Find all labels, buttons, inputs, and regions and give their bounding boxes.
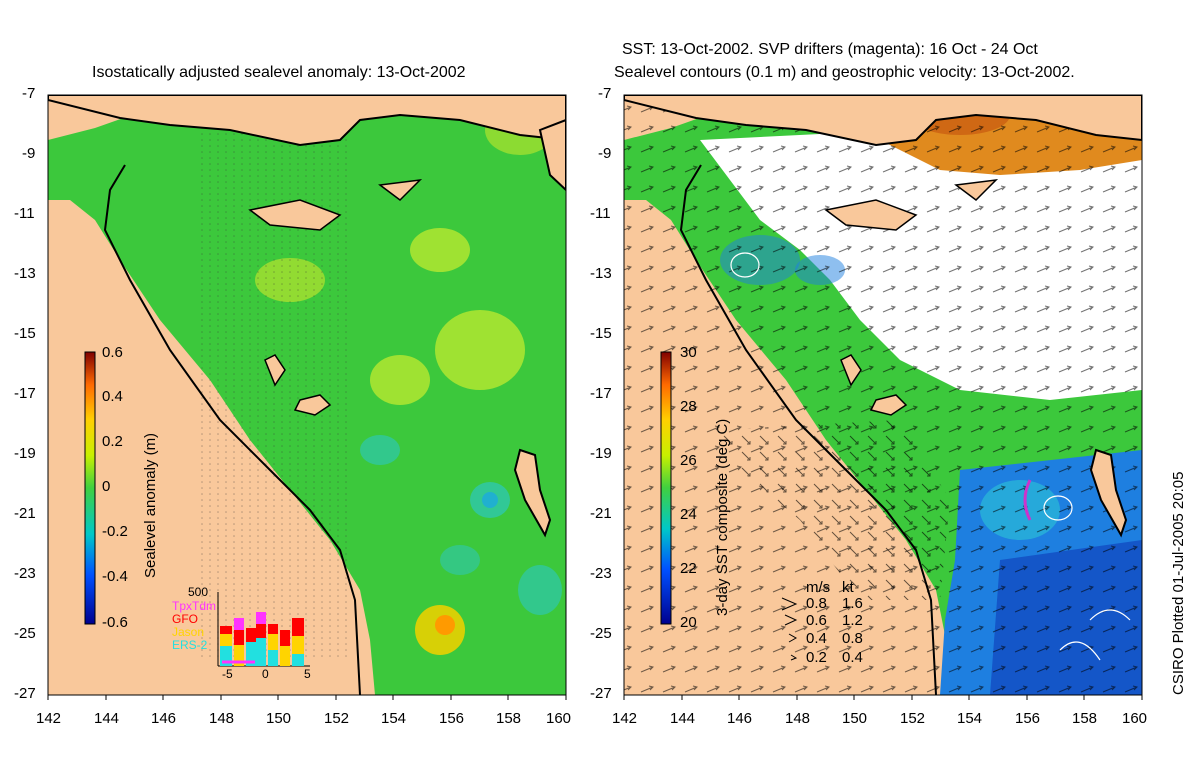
sla-colorbar-label: Sealevel anomaly (m) bbox=[142, 432, 159, 578]
x-tick: 158 bbox=[1072, 710, 1098, 727]
speed-legend-header-kt: kt bbox=[842, 579, 854, 596]
colorbar-tick: 28 bbox=[680, 398, 697, 415]
inset-legend-ers2: ERS-2 bbox=[172, 638, 208, 652]
colorbar-tick: 22 bbox=[680, 560, 697, 577]
right-map-title-line1: SST: 13-Oct-2002. SVP drifters (magenta)… bbox=[622, 41, 1038, 58]
x-tick: 150 bbox=[842, 710, 868, 727]
y-tick: -11 bbox=[590, 205, 611, 222]
y-tick: -17 bbox=[14, 385, 36, 402]
speed-legend-ms: 0.4 bbox=[806, 630, 827, 647]
left-map bbox=[48, 95, 566, 695]
right-map bbox=[624, 95, 1142, 695]
speed-legend-arrows bbox=[781, 597, 798, 661]
x-tick: 146 bbox=[727, 710, 753, 727]
x-tick: 160 bbox=[1122, 710, 1148, 727]
x-tick: 150 bbox=[266, 710, 292, 727]
plot-credit: CSIRO Plotted 01-Jul-2005 20:05 bbox=[1170, 471, 1187, 695]
x-tick: 154 bbox=[957, 710, 983, 727]
x-tick: 148 bbox=[785, 710, 811, 727]
y-tick: -7 bbox=[598, 85, 612, 102]
speed-legend-ms: 0.2 bbox=[806, 649, 827, 666]
y-tick: -23 bbox=[590, 565, 612, 582]
speed-legend-kt: 0.4 bbox=[842, 649, 863, 666]
y-tick: -13 bbox=[14, 265, 36, 282]
x-tick: 146 bbox=[151, 710, 177, 727]
right-map-title-line2: Sealevel contours (0.1 m) and geostrophi… bbox=[614, 64, 1075, 81]
inset-legend-tpxtdm: TpxTdm bbox=[172, 599, 217, 613]
x-tick: 152 bbox=[900, 710, 926, 727]
x-tick: 158 bbox=[496, 710, 522, 727]
axis-tick-marks bbox=[47, 695, 1143, 700]
x-tick: 144 bbox=[670, 710, 696, 727]
y-tick: -7 bbox=[22, 85, 36, 102]
y-tick: -11 bbox=[14, 205, 35, 222]
y-tick: -25 bbox=[590, 625, 612, 642]
y-tick: -21 bbox=[590, 505, 612, 522]
x-tick: 142 bbox=[612, 710, 638, 727]
colorbar-tick: 24 bbox=[680, 506, 697, 523]
y-tick: -27 bbox=[14, 685, 36, 702]
y-tick: -13 bbox=[590, 265, 612, 282]
x-tick: 144 bbox=[94, 710, 120, 727]
inset-x-tick: -5 bbox=[222, 667, 233, 681]
x-tick: 156 bbox=[439, 710, 465, 727]
inset-ymax-label: 500 bbox=[188, 585, 209, 599]
colorbar-tick: -0.4 bbox=[102, 568, 128, 585]
colorbar-tick: 0.6 bbox=[102, 344, 123, 361]
colorbar-tick: 0 bbox=[102, 478, 111, 495]
svp-drifter-track bbox=[1023, 479, 1032, 521]
speed-legend-ms: 0.8 bbox=[806, 595, 827, 612]
sst-colorbar bbox=[660, 351, 672, 625]
y-tick: -15 bbox=[590, 325, 612, 342]
colorbar-tick: 30 bbox=[680, 344, 697, 361]
y-tick: -23 bbox=[14, 565, 36, 582]
x-tick: 154 bbox=[381, 710, 407, 727]
x-tick: 152 bbox=[324, 710, 350, 727]
speed-legend-ms: 0.6 bbox=[806, 612, 827, 629]
x-tick: 142 bbox=[36, 710, 62, 727]
y-tick: -19 bbox=[14, 445, 36, 462]
y-tick: -19 bbox=[590, 445, 612, 462]
sst-colorbar-label: 3-day SST composite (deg C) bbox=[714, 418, 731, 616]
colorbar-tick: 0.4 bbox=[102, 388, 123, 405]
x-tick: 148 bbox=[209, 710, 235, 727]
y-tick: -17 bbox=[590, 385, 612, 402]
y-tick: -9 bbox=[598, 145, 612, 162]
left-map-title: Isostatically adjusted sealevel anomaly:… bbox=[92, 64, 466, 81]
inset-legend-jason: Jason bbox=[172, 625, 205, 639]
speed-legend-kt: 1.2 bbox=[842, 612, 863, 629]
inset-x-tick: 5 bbox=[304, 667, 311, 681]
speed-legend-kt: 0.8 bbox=[842, 630, 863, 647]
colorbar-tick: 20 bbox=[680, 614, 697, 631]
y-tick: -27 bbox=[590, 685, 612, 702]
x-tick: 160 bbox=[546, 710, 572, 727]
colorbar-tick: 26 bbox=[680, 452, 697, 469]
colorbar-tick: -0.2 bbox=[102, 523, 128, 540]
y-tick: -9 bbox=[22, 145, 36, 162]
inset-bars bbox=[220, 612, 304, 666]
y-tick: -15 bbox=[14, 325, 36, 342]
satellite-coverage-inset bbox=[217, 592, 310, 667]
colorbar-tick: 0.2 bbox=[102, 433, 123, 450]
sla-colorbar bbox=[84, 351, 96, 625]
inset-x-tick: 0 bbox=[262, 667, 269, 681]
x-tick: 156 bbox=[1015, 710, 1041, 727]
y-tick: -25 bbox=[14, 625, 36, 642]
speed-legend-header-ms: m/s bbox=[806, 579, 831, 596]
y-tick: -21 bbox=[14, 505, 36, 522]
colorbar-tick: -0.6 bbox=[102, 614, 128, 631]
speed-legend-kt: 1.6 bbox=[842, 595, 863, 612]
inset-legend-gfo: GFO bbox=[172, 612, 198, 626]
